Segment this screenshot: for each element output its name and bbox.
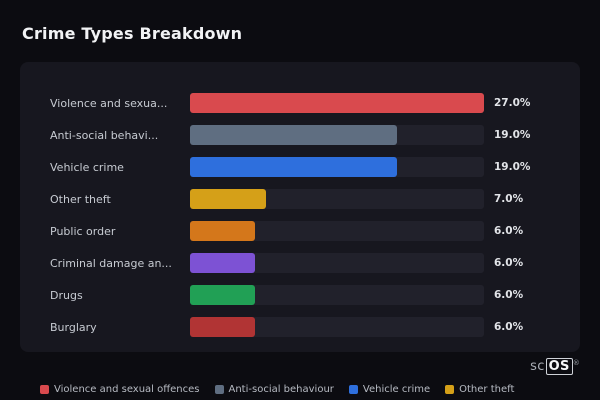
- legend-item[interactable]: Violence and sexual offences: [40, 384, 200, 395]
- bar-track: [190, 189, 484, 209]
- legend-label: Other theft: [459, 384, 515, 395]
- bar-fill[interactable]: [190, 253, 256, 273]
- legend: Violence and sexual offences Anti-social…: [40, 384, 514, 395]
- bar-fill[interactable]: [190, 189, 267, 209]
- bar-fill[interactable]: [190, 157, 397, 177]
- bar-row: Anti-social behavi... 19.0%: [50, 119, 552, 151]
- bar-value: 6.0%: [494, 225, 524, 237]
- bar-label: Burglary: [50, 320, 97, 334]
- bar-row: Vehicle crime 19.0%: [50, 151, 552, 183]
- bar-track: [190, 125, 484, 145]
- legend-label: Violence and sexual offences: [54, 384, 200, 395]
- bar-row: Other theft 7.0%: [50, 183, 552, 215]
- legend-item[interactable]: Other theft: [445, 384, 514, 395]
- bar-row: Drugs 6.0%: [50, 279, 552, 311]
- bar-label: Other theft: [50, 192, 111, 206]
- legend-swatch-icon: [40, 385, 49, 394]
- legend-item[interactable]: Anti-social behaviour: [214, 384, 334, 395]
- bar-label: Public order: [50, 224, 116, 238]
- legend-label: Vehicle crime: [362, 384, 431, 395]
- bar-value: 7.0%: [494, 193, 524, 205]
- page-title: Crime Types Breakdown: [22, 24, 243, 43]
- bar-value: 6.0%: [494, 257, 524, 269]
- bar-fill[interactable]: [190, 125, 397, 145]
- bar-track: [190, 317, 484, 337]
- bar-value: 19.0%: [494, 161, 531, 173]
- chart-card: Violence and sexua... 27.0% Anti-social …: [20, 62, 580, 352]
- brand-prefix: sc: [530, 359, 545, 374]
- bar-label: Anti-social behavi...: [50, 128, 159, 142]
- bar-fill[interactable]: [190, 93, 484, 113]
- brand-logo: sc OS ®: [530, 358, 580, 375]
- brand-suffix: OS: [545, 358, 573, 375]
- bar-track: [190, 157, 484, 177]
- legend-label: Anti-social behaviour: [228, 384, 334, 395]
- bar-row: Burglary 6.0%: [50, 311, 552, 343]
- bar-track: [190, 221, 484, 241]
- legend-swatch-icon: [348, 385, 358, 394]
- bar-value: 6.0%: [494, 321, 524, 333]
- bar-value: 27.0%: [494, 97, 531, 109]
- bar-track: [190, 93, 484, 113]
- bar-row: Criminal damage an... 6.0%: [50, 247, 552, 279]
- bar-label: Vehicle crime: [50, 160, 124, 174]
- legend-swatch-icon: [445, 385, 455, 394]
- bar-fill[interactable]: [190, 285, 256, 305]
- legend-swatch-icon: [214, 385, 224, 394]
- bar-value: 19.0%: [494, 129, 531, 141]
- bar-fill[interactable]: [190, 317, 256, 337]
- bar-rows: Violence and sexua... 27.0% Anti-social …: [50, 87, 552, 343]
- bar-track: [190, 253, 484, 273]
- registered-mark-icon: ®: [572, 359, 580, 367]
- bar-row: Violence and sexua... 27.0%: [50, 87, 552, 119]
- legend-item[interactable]: Vehicle crime: [348, 384, 431, 395]
- bar-label: Drugs: [50, 288, 83, 302]
- bar-value: 6.0%: [494, 289, 524, 301]
- bar-fill[interactable]: [190, 221, 256, 241]
- bar-label: Violence and sexua...: [50, 96, 168, 110]
- bar-row: Public order 6.0%: [50, 215, 552, 247]
- bar-label: Criminal damage an...: [50, 256, 172, 270]
- bar-track: [190, 285, 484, 305]
